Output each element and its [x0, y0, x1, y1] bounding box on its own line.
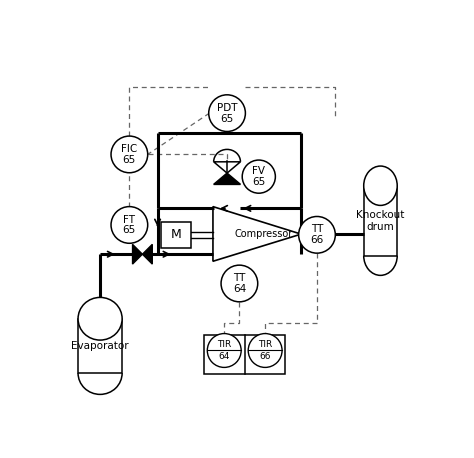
Text: 66: 66	[259, 352, 271, 361]
Polygon shape	[214, 162, 240, 173]
Text: TIR: TIR	[258, 340, 272, 349]
Circle shape	[299, 217, 335, 253]
Polygon shape	[214, 173, 240, 185]
Text: TT
64: TT 64	[233, 273, 246, 294]
Text: TIR: TIR	[217, 340, 231, 349]
Circle shape	[111, 207, 148, 243]
Bar	[364, 186, 397, 256]
Text: FT
65: FT 65	[123, 214, 136, 235]
Text: PDT
65: PDT 65	[217, 103, 237, 124]
Bar	[161, 222, 191, 248]
Bar	[204, 335, 285, 374]
Text: Compressor: Compressor	[235, 229, 293, 239]
Polygon shape	[133, 244, 142, 264]
Circle shape	[248, 333, 282, 367]
Polygon shape	[213, 207, 301, 261]
Circle shape	[221, 265, 258, 302]
Text: M: M	[171, 229, 181, 241]
Text: TT
66: TT 66	[310, 224, 324, 245]
Circle shape	[111, 136, 148, 173]
Ellipse shape	[364, 166, 397, 205]
Text: FV
65: FV 65	[252, 166, 265, 187]
Ellipse shape	[78, 297, 122, 340]
Circle shape	[207, 333, 241, 367]
Polygon shape	[142, 244, 152, 264]
Text: Evaporator: Evaporator	[71, 341, 129, 351]
Circle shape	[242, 160, 275, 193]
Bar	[78, 319, 122, 373]
Text: 64: 64	[219, 352, 230, 361]
Text: FIC
65: FIC 65	[121, 144, 137, 165]
Text: Knockout
drum: Knockout drum	[356, 210, 405, 231]
Circle shape	[209, 95, 246, 131]
